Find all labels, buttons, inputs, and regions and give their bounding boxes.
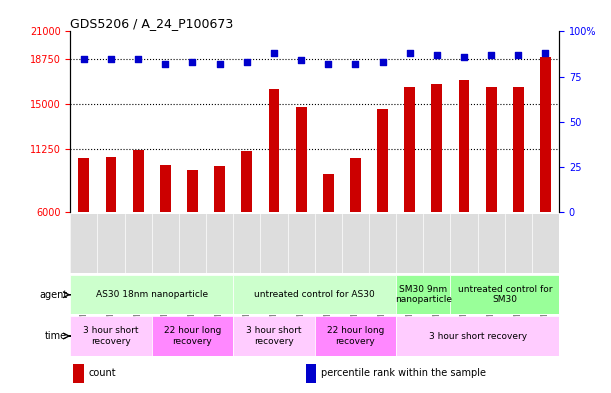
Point [405, 50, 415, 56]
Bar [106, 157, 117, 212]
Bar [70, 275, 233, 314]
Bar [233, 275, 396, 314]
Text: time: time [45, 331, 67, 341]
Point [296, 57, 306, 64]
Point [133, 55, 143, 62]
Bar [315, 316, 396, 356]
Point [323, 61, 333, 67]
Bar [160, 165, 170, 212]
Bar [459, 80, 469, 212]
Bar [241, 151, 252, 212]
Text: AS30 18nm nanoparticle: AS30 18nm nanoparticle [96, 290, 208, 299]
Point [513, 52, 523, 58]
Bar [486, 87, 497, 212]
Bar [233, 316, 315, 356]
Bar [133, 150, 144, 212]
Bar [268, 89, 279, 212]
Point [269, 50, 279, 56]
Text: 3 hour short recovery: 3 hour short recovery [428, 332, 527, 340]
Text: count: count [89, 368, 116, 378]
Point [486, 52, 496, 58]
Point [541, 50, 551, 56]
Bar [396, 316, 559, 356]
Bar [152, 316, 233, 356]
Point [242, 59, 252, 65]
Point [432, 52, 442, 58]
Bar [78, 158, 89, 212]
Bar [396, 275, 450, 314]
Bar [350, 158, 361, 212]
Point [351, 61, 360, 67]
Text: agent: agent [39, 290, 67, 300]
Bar [404, 87, 415, 212]
Point [188, 59, 197, 65]
Text: untreated control for
SM30: untreated control for SM30 [458, 285, 552, 305]
Bar [73, 364, 84, 383]
Text: SM30 9nm
nanoparticle: SM30 9nm nanoparticle [395, 285, 452, 305]
Text: 3 hour short
recovery: 3 hour short recovery [83, 326, 139, 346]
Bar [377, 108, 388, 212]
Bar [296, 107, 307, 212]
Bar [70, 316, 152, 356]
Text: percentile rank within the sample: percentile rank within the sample [321, 368, 486, 378]
Bar [431, 84, 442, 212]
Point [378, 59, 387, 65]
Bar [323, 174, 334, 212]
Bar [450, 275, 559, 314]
Point [161, 61, 170, 67]
Point [106, 55, 116, 62]
Text: 3 hour short
recovery: 3 hour short recovery [246, 326, 302, 346]
Point [214, 61, 224, 67]
Bar [214, 166, 225, 212]
Text: untreated control for AS30: untreated control for AS30 [254, 290, 375, 299]
Bar [540, 57, 551, 212]
Text: GDS5206 / A_24_P100673: GDS5206 / A_24_P100673 [70, 17, 233, 30]
Point [79, 55, 89, 62]
Point [459, 53, 469, 60]
Bar [306, 364, 316, 383]
Bar [513, 87, 524, 212]
Bar [187, 170, 198, 212]
Text: 22 hour long
recovery: 22 hour long recovery [327, 326, 384, 346]
Text: 22 hour long
recovery: 22 hour long recovery [164, 326, 221, 346]
